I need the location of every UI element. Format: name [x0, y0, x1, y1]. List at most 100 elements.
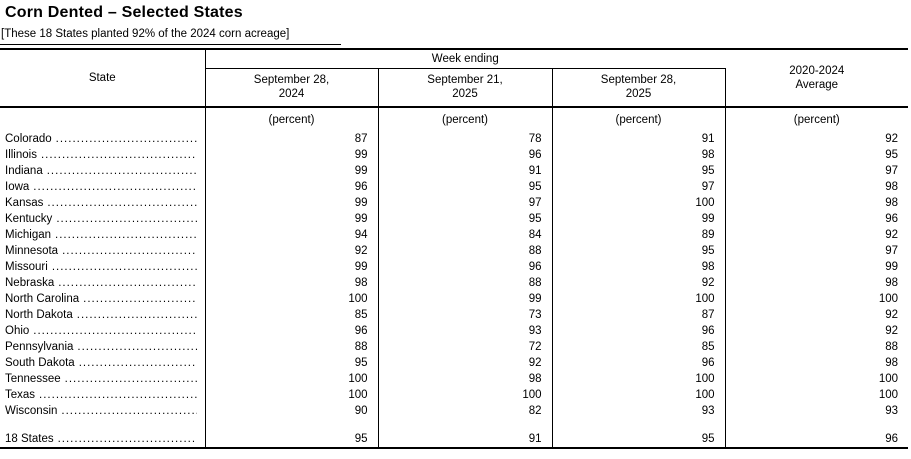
value-cell: 87 — [205, 131, 379, 147]
value-cell: 100 — [552, 371, 726, 387]
value-cell: 100 — [205, 291, 379, 307]
table-row: Michigan................................… — [0, 227, 908, 243]
leader-dots: ........................................… — [61, 405, 197, 417]
value-cell: 95 — [205, 355, 379, 371]
state-name: Missouri — [5, 261, 48, 273]
table-row: Kansas..................................… — [0, 195, 908, 211]
state-cell — [0, 419, 206, 430]
header-row-group: State Week ending 2020-2024 Average — [0, 49, 909, 108]
state-name: Pennsylvania — [5, 341, 74, 353]
value-cell: 96 — [885, 213, 899, 225]
leader-dots: ........................................… — [78, 357, 197, 369]
value-cell: 85 — [552, 339, 726, 355]
state-cell: Indiana.................................… — [0, 163, 206, 179]
subtitle-rule: [These 18 States planted 92% of the 2024… — [0, 24, 341, 45]
state-cell: Pennsylvania............................… — [0, 339, 206, 355]
value-cell: 95 — [552, 243, 726, 259]
average-header-line1: 2020-2024 — [789, 65, 845, 77]
state-cell: Texas...................................… — [0, 387, 206, 403]
state-cell: Kansas..................................… — [0, 195, 206, 211]
leader-dots: ........................................… — [64, 373, 197, 385]
table-row: North Carolina..........................… — [0, 291, 908, 307]
leader-dots: ........................................… — [33, 325, 197, 337]
value-cell: 92 — [885, 133, 899, 145]
value-cell: 98 — [378, 371, 553, 387]
state-name: North Carolina — [5, 293, 80, 305]
total-row: 18 States...............................… — [0, 430, 908, 448]
leader-dots: ........................................… — [46, 165, 197, 177]
state-name: Wisconsin — [5, 405, 58, 417]
value-cell: 100 — [552, 195, 726, 211]
state-name: Ohio — [5, 325, 30, 337]
value-cell: 100 — [878, 293, 899, 305]
value-cell: 78 — [378, 131, 553, 147]
leader-dots: ........................................… — [77, 341, 196, 353]
date-3-line1: September 28, — [600, 74, 677, 87]
state-cell: North Carolina..........................… — [0, 291, 206, 307]
value-cell: 98 — [205, 275, 379, 291]
value-cell: 100 — [205, 387, 379, 403]
value-cell: 99 — [205, 163, 379, 179]
leader-dots: ........................................… — [83, 293, 197, 305]
value-cell: 92 — [378, 355, 553, 371]
date-column-header-3: September 28, 2025 — [552, 68, 726, 108]
value-cell: 95 — [378, 211, 553, 227]
value-cell: 82 — [378, 403, 553, 419]
table-row: North Dakota............................… — [0, 307, 908, 323]
date-column-header-1: September 28, 2024 — [205, 68, 379, 108]
table-row: Missouri................................… — [0, 259, 908, 275]
value-cell: 100 — [878, 373, 899, 385]
average-header-line2: Average — [795, 79, 839, 91]
value-cell: 84 — [378, 227, 553, 243]
table-row: Pennsylvania............................… — [0, 339, 908, 355]
table-row: Colorado................................… — [0, 131, 908, 147]
value-cell: 96 — [552, 323, 726, 339]
table-body: Colorado................................… — [0, 131, 908, 448]
table-row: South Dakota............................… — [0, 355, 908, 371]
date-1-line1: September 28, — [253, 74, 330, 87]
table-row: Texas...................................… — [0, 387, 908, 403]
value-cell: 92 — [552, 275, 726, 291]
value-cell: 72 — [378, 339, 553, 355]
value-cell: 100 — [552, 291, 726, 307]
value-cell: 98 — [885, 197, 899, 209]
state-name: Kansas — [5, 197, 44, 209]
table-row: Wisconsin...............................… — [0, 403, 908, 419]
leader-dots: ........................................… — [76, 309, 197, 321]
state-cell: Minnesota...............................… — [0, 243, 206, 259]
state-cell: Colorado................................… — [0, 131, 206, 147]
value-cell: 93 — [378, 323, 553, 339]
date-3-line2: 2025 — [625, 88, 652, 101]
value-cell: 92 — [885, 229, 899, 241]
state-cell: Missouri................................… — [0, 259, 206, 275]
leader-dots: ........................................… — [57, 432, 197, 445]
value-cell — [552, 419, 726, 430]
value-cell: 100 — [205, 371, 379, 387]
subtitle: [These 18 States planted 92% of the 2024… — [1, 28, 290, 40]
table-row: Ohio....................................… — [0, 323, 908, 339]
unit-state-spacer — [0, 107, 206, 131]
leader-dots: ........................................… — [51, 261, 197, 273]
value-cell: 96 — [378, 147, 553, 163]
value-cell: 93 — [552, 403, 726, 419]
state-cell: Tennessee...............................… — [0, 371, 206, 387]
value-cell — [725, 419, 908, 430]
state-name: Illinois — [5, 149, 37, 161]
value-cell: 92 — [205, 243, 379, 259]
value-cell: 73 — [378, 307, 553, 323]
state-cell: Ohio....................................… — [0, 323, 206, 339]
value-cell: 88 — [378, 275, 553, 291]
value-cell: 87 — [552, 307, 726, 323]
value-cell: 91 — [378, 430, 553, 448]
header-row-dates: September 28, 2024 September 21, 2025 Se… — [0, 68, 908, 108]
table-row: Kentucky................................… — [0, 211, 908, 227]
table-row: Minnesota...............................… — [0, 243, 908, 259]
state-cell: 18 States...............................… — [0, 430, 206, 448]
state-name: Nebraska — [5, 277, 55, 289]
value-cell — [205, 419, 379, 430]
state-cell: Iowa....................................… — [0, 179, 206, 195]
value-cell: 91 — [552, 131, 726, 147]
state-name: North Dakota — [5, 309, 73, 321]
date-1-line2: 2024 — [278, 88, 305, 101]
state-cell: Wisconsin...............................… — [0, 403, 206, 419]
